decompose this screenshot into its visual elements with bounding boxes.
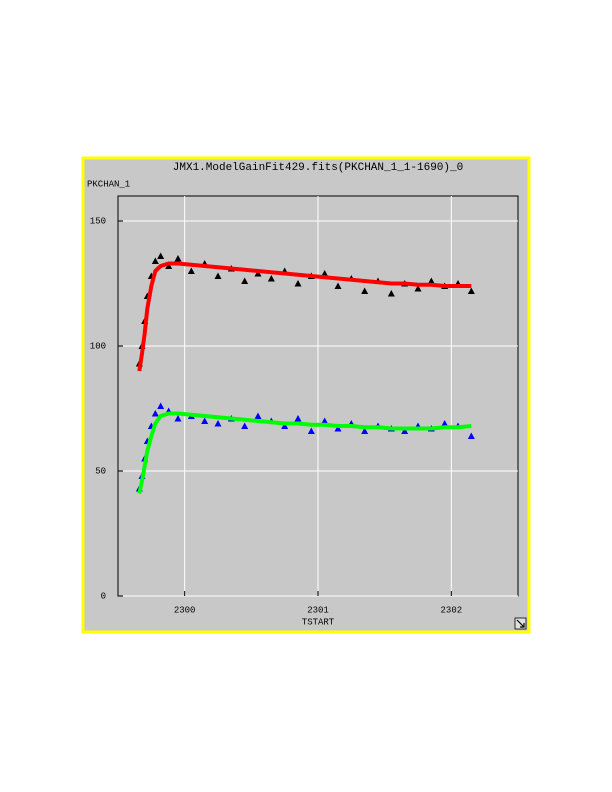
x-tick-label: 2300	[174, 605, 196, 615]
data-point	[254, 270, 262, 277]
data-point	[214, 420, 222, 427]
data-point	[254, 412, 262, 419]
data-point	[467, 432, 475, 439]
data-point	[334, 425, 342, 432]
resize-icon[interactable]	[514, 617, 527, 630]
data-point	[307, 427, 315, 434]
data-point	[157, 252, 165, 259]
chart-title: JMX1.ModelGainFit429.fits(PKCHAN_1_1-169…	[173, 162, 463, 174]
data-point	[151, 410, 159, 417]
data-point	[174, 255, 182, 262]
data-point	[174, 415, 182, 422]
data-point	[321, 417, 329, 424]
data-point	[361, 287, 369, 294]
data-point	[165, 262, 173, 269]
resize-arrow	[516, 619, 525, 628]
data-point	[267, 275, 275, 282]
data-point	[294, 415, 302, 422]
data-point	[334, 282, 342, 289]
data-point	[157, 402, 165, 409]
x-tick-label: 2301	[307, 605, 329, 615]
data-point	[361, 427, 369, 434]
y-tick-label: 0	[101, 591, 106, 601]
y-tick-label: 100	[90, 341, 106, 351]
data-point	[281, 422, 289, 429]
data-point	[387, 290, 395, 297]
data-point	[241, 422, 249, 429]
data-point	[214, 272, 222, 279]
data-point	[441, 420, 449, 427]
x-tick-label: 2302	[441, 605, 463, 615]
data-point	[467, 287, 475, 294]
y-tick-label: 50	[95, 466, 106, 476]
data-point	[187, 267, 195, 274]
data-point	[321, 270, 329, 277]
x-axis-label: TSTART	[302, 617, 335, 627]
data-point	[201, 417, 209, 424]
y-tick-label: 150	[90, 216, 106, 226]
data-point	[294, 280, 302, 287]
data-point	[414, 285, 422, 292]
data-point	[151, 257, 159, 264]
data-point	[241, 277, 249, 284]
data-point	[427, 277, 435, 284]
model-line	[137, 411, 472, 494]
data-point	[401, 427, 409, 434]
y-axis-label: PKCHAN_1	[87, 179, 130, 189]
model-line	[137, 261, 472, 372]
